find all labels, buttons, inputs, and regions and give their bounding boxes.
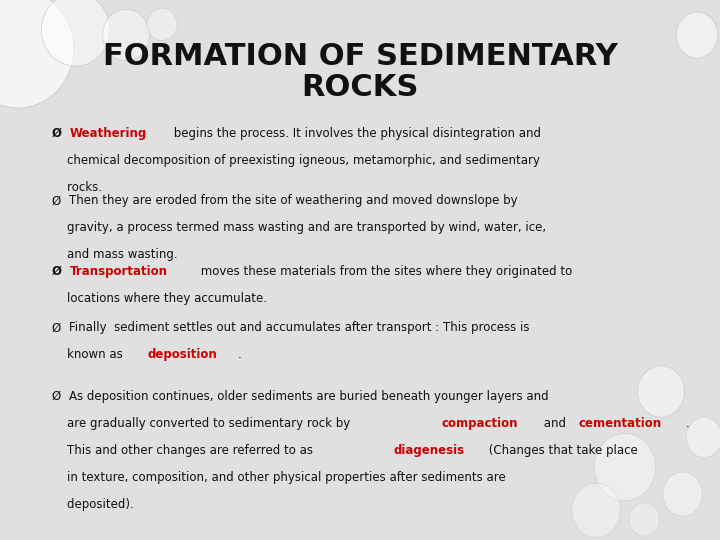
- Text: (Changes that take place: (Changes that take place: [485, 444, 638, 457]
- Text: .: .: [686, 417, 690, 430]
- Text: cementation: cementation: [579, 417, 662, 430]
- Ellipse shape: [638, 366, 685, 417]
- Ellipse shape: [41, 0, 109, 66]
- Text: .: .: [238, 348, 242, 361]
- Ellipse shape: [686, 417, 720, 458]
- Text: chemical decomposition of preexisting igneous, metamorphic, and sedimentary: chemical decomposition of preexisting ig…: [52, 154, 540, 167]
- Text: gravity, a process termed mass wasting and are transported by wind, water, ice,: gravity, a process termed mass wasting a…: [52, 221, 546, 234]
- Ellipse shape: [676, 12, 718, 58]
- Text: compaction: compaction: [441, 417, 518, 430]
- Text: in texture, composition, and other physical properties after sediments are: in texture, composition, and other physi…: [52, 471, 505, 484]
- Text: ROCKS: ROCKS: [301, 73, 419, 102]
- Text: and mass wasting.: and mass wasting.: [52, 248, 177, 261]
- Ellipse shape: [629, 503, 660, 536]
- Text: Then they are eroded from the site of weathering and moved downslope by: Then they are eroded from the site of we…: [68, 194, 517, 207]
- Text: Ø: Ø: [52, 194, 65, 207]
- Text: begins the process. It involves the physical disintegration and: begins the process. It involves the phys…: [170, 127, 541, 140]
- Text: Weathering: Weathering: [70, 127, 148, 140]
- Text: are gradually converted to sedimentary rock by: are gradually converted to sedimentary r…: [52, 417, 354, 430]
- Ellipse shape: [595, 433, 656, 501]
- Text: Ø: Ø: [52, 127, 66, 140]
- Text: Transportation: Transportation: [70, 265, 168, 278]
- Text: Finally  sediment settles out and accumulates after transport : This process is: Finally sediment settles out and accumul…: [68, 321, 529, 334]
- Text: This and other changes are referred to as: This and other changes are referred to a…: [52, 444, 317, 457]
- Text: deposited).: deposited).: [52, 498, 134, 511]
- Text: FORMATION OF SEDIMENTARY: FORMATION OF SEDIMENTARY: [103, 42, 617, 71]
- Ellipse shape: [572, 483, 621, 537]
- Text: diagenesis: diagenesis: [393, 444, 464, 457]
- Text: rocks.: rocks.: [52, 181, 102, 194]
- Ellipse shape: [102, 9, 150, 60]
- Text: and: and: [540, 417, 570, 430]
- Text: locations where they accumulate.: locations where they accumulate.: [52, 292, 267, 305]
- Text: Ø: Ø: [52, 390, 65, 403]
- Ellipse shape: [662, 472, 702, 516]
- Text: moves these materials from the sites where they originated to: moves these materials from the sites whe…: [197, 265, 572, 278]
- Text: Ø: Ø: [52, 265, 66, 278]
- Text: As deposition continues, older sediments are buried beneath younger layers and: As deposition continues, older sediments…: [68, 390, 548, 403]
- Text: Ø: Ø: [52, 321, 65, 334]
- Ellipse shape: [0, 0, 73, 108]
- Text: known as: known as: [52, 348, 126, 361]
- Text: deposition: deposition: [148, 348, 217, 361]
- Ellipse shape: [147, 8, 177, 40]
